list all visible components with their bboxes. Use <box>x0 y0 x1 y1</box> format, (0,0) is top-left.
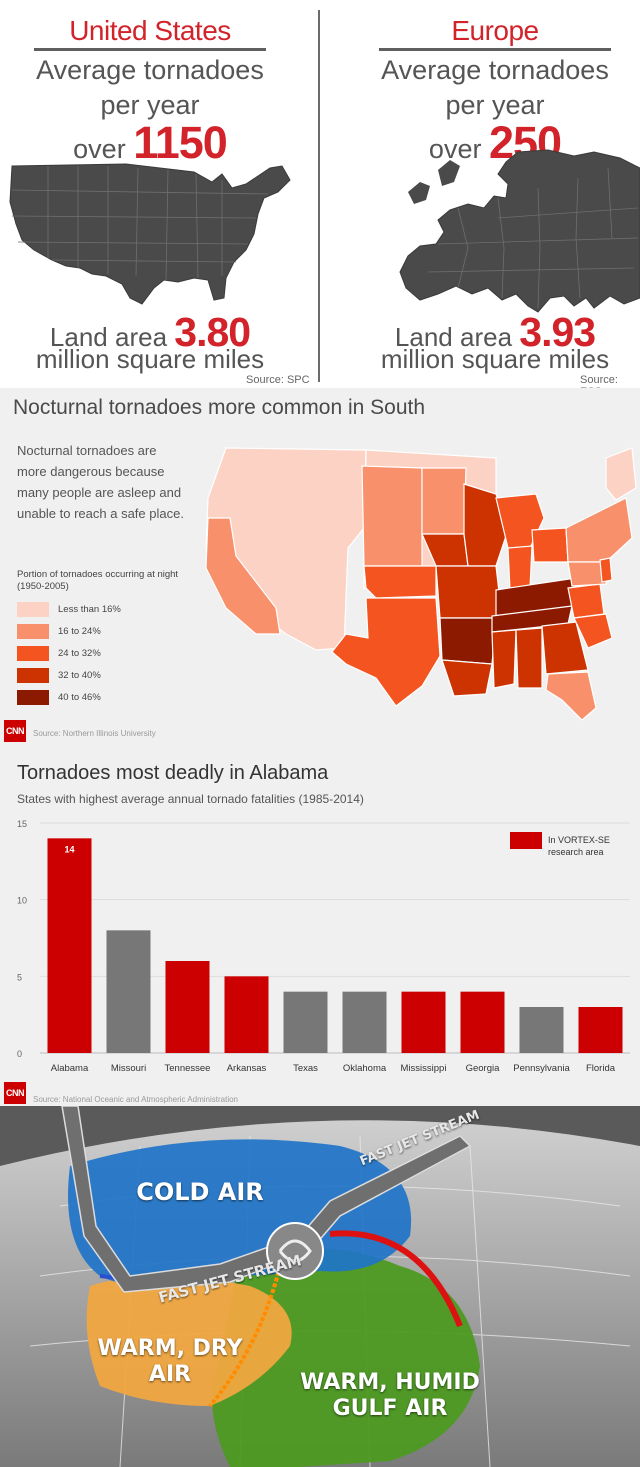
bar <box>283 991 328 1053</box>
us-per-year-label: per year <box>100 90 200 120</box>
chart-subtitle: States with highest average annual torna… <box>17 792 364 806</box>
y-tick-label: 0 <box>17 1049 22 1059</box>
cold-air-region <box>68 1139 412 1286</box>
y-tick-label: 5 <box>17 972 22 982</box>
chart-title: Tornadoes most deadly in Alabama <box>17 762 329 784</box>
fatalities-bar-chart: 0 5 10 15 Alabama 14 Missouri Tennessee Arkansas… <box>17 819 630 1074</box>
bar <box>519 1007 564 1053</box>
legend-swatch <box>510 832 542 849</box>
us-over-label: over <box>73 134 126 164</box>
us-land-unit: million square miles <box>35 344 265 374</box>
warm-dry-label-line2: AIR <box>148 1362 192 1387</box>
legend-label: Less than 16% <box>58 604 121 615</box>
panel-divider <box>318 10 320 382</box>
europe-land-value: 3.93 <box>519 309 596 355</box>
europe-land-line: Land area 3.93 <box>345 312 640 357</box>
bar <box>165 961 210 1053</box>
cnn-logo: CNN <box>4 720 26 742</box>
bar <box>47 838 92 1053</box>
x-tick-label: Mississippi <box>401 1063 447 1074</box>
x-tick-label: Tennessee <box>165 1063 211 1074</box>
europe-land-unit: million square miles <box>380 344 610 374</box>
x-tick-label: Arkansas <box>227 1063 267 1074</box>
bar <box>460 991 505 1053</box>
warm-humid-label-line2: GULF AIR <box>332 1396 448 1421</box>
legend-label-line1: In VORTEX-SE <box>548 835 610 845</box>
legend-label: 32 to 40% <box>58 670 101 681</box>
legend-label: 40 to 46% <box>58 692 101 703</box>
y-tick-label: 10 <box>17 896 27 906</box>
us-title: United States <box>34 14 266 51</box>
europe-over-label: over <box>428 134 482 164</box>
legend-label: 24 to 32% <box>58 648 101 659</box>
nocturnal-description: Nocturnal tornadoes are more dangerous b… <box>17 443 184 521</box>
us-land-line: Land area 3.80 <box>0 312 300 357</box>
warm-dry-label-line1: WARM, DRY <box>97 1336 243 1361</box>
legend-swatch <box>17 668 49 683</box>
legend-swatch <box>17 690 49 705</box>
air-mass-map <box>0 1106 640 1467</box>
fatalities-chart-panel: Tornadoes most deadly in Alabama States … <box>0 748 640 1106</box>
europe-map <box>399 149 640 313</box>
legend-swatch <box>17 602 49 617</box>
chart-source: Source: National Oceanic and Atmospheric… <box>33 1095 238 1104</box>
us-land-value: 3.80 <box>174 309 251 355</box>
bar <box>106 930 151 1053</box>
warm-humid-region <box>212 1248 480 1467</box>
us-land-label: Land area <box>49 322 168 352</box>
legend-swatch <box>17 646 49 661</box>
bar <box>224 976 269 1053</box>
air-mass-panel: COLD AIR WARM, DRY AIR WARM, HUMID GULF … <box>0 1106 640 1467</box>
x-tick-label: Texas <box>293 1063 318 1074</box>
nocturnal-choropleth-map <box>205 447 637 721</box>
legend-swatch <box>17 624 49 639</box>
x-tick-label: Alabama <box>51 1063 89 1074</box>
x-tick-label: Georgia <box>466 1063 501 1074</box>
legend-title: Portion of tornadoes occurring at night … <box>17 569 179 592</box>
legend-label: 16 to 24% <box>58 626 101 637</box>
x-tick-label: Florida <box>586 1063 616 1074</box>
nocturnal-source: Source: Northern Illinois University <box>33 729 156 738</box>
europe-title: Europe <box>379 14 611 51</box>
nocturnal-title: Nocturnal tornadoes more common in South <box>13 396 426 419</box>
y-tick-label: 15 <box>17 819 27 829</box>
us-tornado-count: 1150 <box>133 117 228 168</box>
bar <box>342 991 387 1053</box>
europe-column: Europe Average tornadoes per year over 2… <box>345 0 640 374</box>
us-column: United States Average tornadoes per year… <box>0 0 300 374</box>
x-tick-label: Oklahoma <box>343 1063 387 1074</box>
europe-per-year-label: per year <box>445 90 545 120</box>
warm-humid-label-line1: WARM, HUMID <box>300 1370 480 1395</box>
x-tick-label: Pennsylvania <box>513 1063 570 1074</box>
cnn-logo: CNN <box>4 1082 26 1104</box>
us-map <box>9 163 291 305</box>
europe-land-label: Land area <box>394 322 513 352</box>
bar <box>401 991 446 1053</box>
cold-air-label: COLD AIR <box>136 1178 264 1206</box>
europe-average-label: Average tornadoes <box>381 55 609 85</box>
tornado-comparison-panel: United States Average tornadoes per year… <box>0 0 640 398</box>
warm-dry-region <box>86 1276 292 1406</box>
us-average-label: Average tornadoes <box>36 55 264 85</box>
us-over-line: over 1150 <box>0 120 300 165</box>
data-label: 14 <box>64 844 74 854</box>
nocturnal-map-panel: Nocturnal tornadoes more common in South… <box>0 388 640 748</box>
x-tick-label: Missouri <box>111 1063 146 1074</box>
us-source: Source: SPC <box>246 374 310 386</box>
legend-label-line2: research area <box>548 847 604 857</box>
bar <box>578 1007 623 1053</box>
